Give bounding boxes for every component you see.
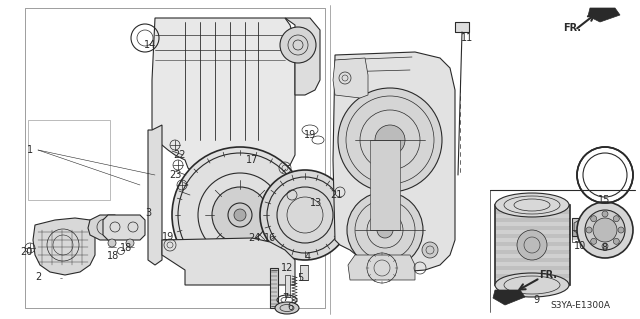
Circle shape xyxy=(591,238,596,244)
Ellipse shape xyxy=(495,273,569,297)
Polygon shape xyxy=(493,290,525,305)
Circle shape xyxy=(260,170,350,260)
Text: 19: 19 xyxy=(162,232,174,242)
Text: 5: 5 xyxy=(297,273,303,283)
Text: 12: 12 xyxy=(281,263,293,273)
Text: 18: 18 xyxy=(107,251,119,261)
Circle shape xyxy=(347,192,423,268)
Circle shape xyxy=(585,210,625,250)
Text: 9: 9 xyxy=(533,295,539,305)
Bar xyxy=(496,242,569,246)
Text: 18: 18 xyxy=(120,243,132,253)
Polygon shape xyxy=(162,238,295,285)
Circle shape xyxy=(338,88,442,192)
Polygon shape xyxy=(148,125,162,265)
Circle shape xyxy=(126,239,134,247)
Polygon shape xyxy=(33,218,95,275)
Text: FR.: FR. xyxy=(563,23,581,33)
Circle shape xyxy=(593,218,617,242)
Text: 17: 17 xyxy=(246,155,258,165)
Text: 13: 13 xyxy=(310,198,322,208)
Polygon shape xyxy=(333,52,455,272)
Ellipse shape xyxy=(275,302,299,314)
Polygon shape xyxy=(370,140,400,230)
Text: 21: 21 xyxy=(330,190,342,200)
Polygon shape xyxy=(88,215,120,240)
Bar xyxy=(300,265,308,280)
Text: 4: 4 xyxy=(305,252,311,262)
Circle shape xyxy=(212,187,268,243)
Polygon shape xyxy=(285,18,320,95)
Circle shape xyxy=(375,125,405,155)
Text: 23: 23 xyxy=(169,170,181,180)
Text: 8: 8 xyxy=(601,243,607,253)
Circle shape xyxy=(586,227,592,233)
Text: 1: 1 xyxy=(27,145,33,155)
Bar xyxy=(572,230,578,242)
Text: 7: 7 xyxy=(282,293,288,303)
Polygon shape xyxy=(574,219,588,235)
Polygon shape xyxy=(333,58,368,98)
Circle shape xyxy=(228,203,252,227)
Bar xyxy=(496,234,569,238)
Circle shape xyxy=(172,147,308,283)
Circle shape xyxy=(377,222,393,238)
Circle shape xyxy=(602,211,608,217)
Circle shape xyxy=(591,216,596,222)
Bar xyxy=(496,218,569,222)
Bar xyxy=(496,266,569,270)
Text: S3YA-E1300A: S3YA-E1300A xyxy=(550,300,610,309)
Text: 19: 19 xyxy=(304,130,316,140)
Circle shape xyxy=(618,227,624,233)
Polygon shape xyxy=(152,18,295,180)
Text: 2: 2 xyxy=(35,272,41,282)
Text: 24: 24 xyxy=(248,233,260,243)
Circle shape xyxy=(234,209,246,221)
Bar xyxy=(455,22,469,32)
Circle shape xyxy=(108,239,116,247)
Text: 14: 14 xyxy=(144,40,156,50)
Circle shape xyxy=(517,230,547,260)
Text: 6: 6 xyxy=(287,302,293,312)
Bar xyxy=(495,205,570,285)
Circle shape xyxy=(613,216,620,222)
Text: 10: 10 xyxy=(574,241,586,251)
Bar xyxy=(496,258,569,262)
Ellipse shape xyxy=(495,193,569,217)
Text: 22: 22 xyxy=(173,150,186,160)
Bar xyxy=(496,226,569,230)
Polygon shape xyxy=(348,255,415,280)
Polygon shape xyxy=(103,215,145,240)
Polygon shape xyxy=(588,8,620,22)
Text: 3: 3 xyxy=(145,208,151,218)
Text: 16: 16 xyxy=(264,233,276,243)
Bar xyxy=(496,210,569,214)
Circle shape xyxy=(280,27,316,63)
Bar xyxy=(285,275,290,297)
Bar xyxy=(572,218,590,236)
Bar xyxy=(496,274,569,278)
Circle shape xyxy=(602,243,608,249)
Bar xyxy=(270,268,278,308)
Bar xyxy=(496,250,569,254)
Circle shape xyxy=(613,238,620,244)
Text: 15: 15 xyxy=(598,195,610,205)
Text: FR.: FR. xyxy=(539,270,557,280)
Text: 11: 11 xyxy=(461,33,473,43)
Text: 20: 20 xyxy=(20,247,32,257)
Circle shape xyxy=(577,202,633,258)
Circle shape xyxy=(422,242,438,258)
